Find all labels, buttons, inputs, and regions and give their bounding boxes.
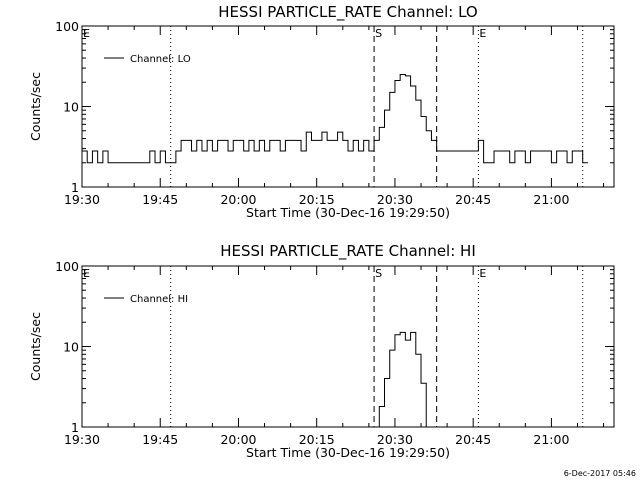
series-line <box>374 331 432 428</box>
x-tick-label: 20:15 <box>299 192 335 207</box>
x-tick-label: 21:00 <box>533 432 569 447</box>
y-axis-label: Counts/sec <box>28 312 43 381</box>
x-tick-label: 20:00 <box>220 432 256 447</box>
event-marker-label: E <box>83 27 90 40</box>
y-tick-label: 10 <box>63 340 79 355</box>
event-marker-label: E <box>83 267 90 280</box>
legend-label: Channel: LO <box>130 54 191 65</box>
y-tick-label: 1 <box>71 420 79 435</box>
x-tick-label: 20:45 <box>455 432 491 447</box>
x-tick-label: 20:45 <box>455 192 491 207</box>
x-tick-label: 19:45 <box>142 432 178 447</box>
x-tick-label: 21:00 <box>533 192 569 207</box>
x-tick-label: 20:30 <box>377 192 413 207</box>
x-tick-label: 19:30 <box>64 192 100 207</box>
x-axis-label: Start Time (30-Dec-16 19:29:50) <box>246 445 450 460</box>
y-tick-label: 10 <box>63 100 79 115</box>
x-tick-label: 20:00 <box>220 192 256 207</box>
x-tick-label: 19:45 <box>142 192 178 207</box>
plot-frame <box>81 25 615 188</box>
y-tick-label: 100 <box>55 259 79 274</box>
y-tick-label: 100 <box>55 19 79 34</box>
x-tick-label: 19:30 <box>64 432 100 447</box>
x-tick-label: 20:15 <box>299 432 335 447</box>
x-axis-label: Start Time (30-Dec-16 19:29:50) <box>246 205 450 220</box>
series-line <box>82 73 588 164</box>
event-marker-label: S <box>375 267 382 280</box>
plot-frame <box>81 265 615 428</box>
x-tick-label: 20:30 <box>377 432 413 447</box>
event-marker-label: E <box>479 267 486 280</box>
chart-title: HESSI PARTICLE_RATE Channel: LO <box>218 3 477 22</box>
timestamp: 6-Dec-2017 05:46 <box>563 469 636 478</box>
event-marker-label: E <box>479 27 486 40</box>
event-marker-label: S <box>375 27 382 40</box>
chart-title: HESSI PARTICLE_RATE Channel: HI <box>220 242 476 261</box>
y-axis-label: Counts/sec <box>28 72 43 141</box>
legend-label: Channel: HI <box>130 294 188 305</box>
y-tick-label: 1 <box>71 180 79 195</box>
